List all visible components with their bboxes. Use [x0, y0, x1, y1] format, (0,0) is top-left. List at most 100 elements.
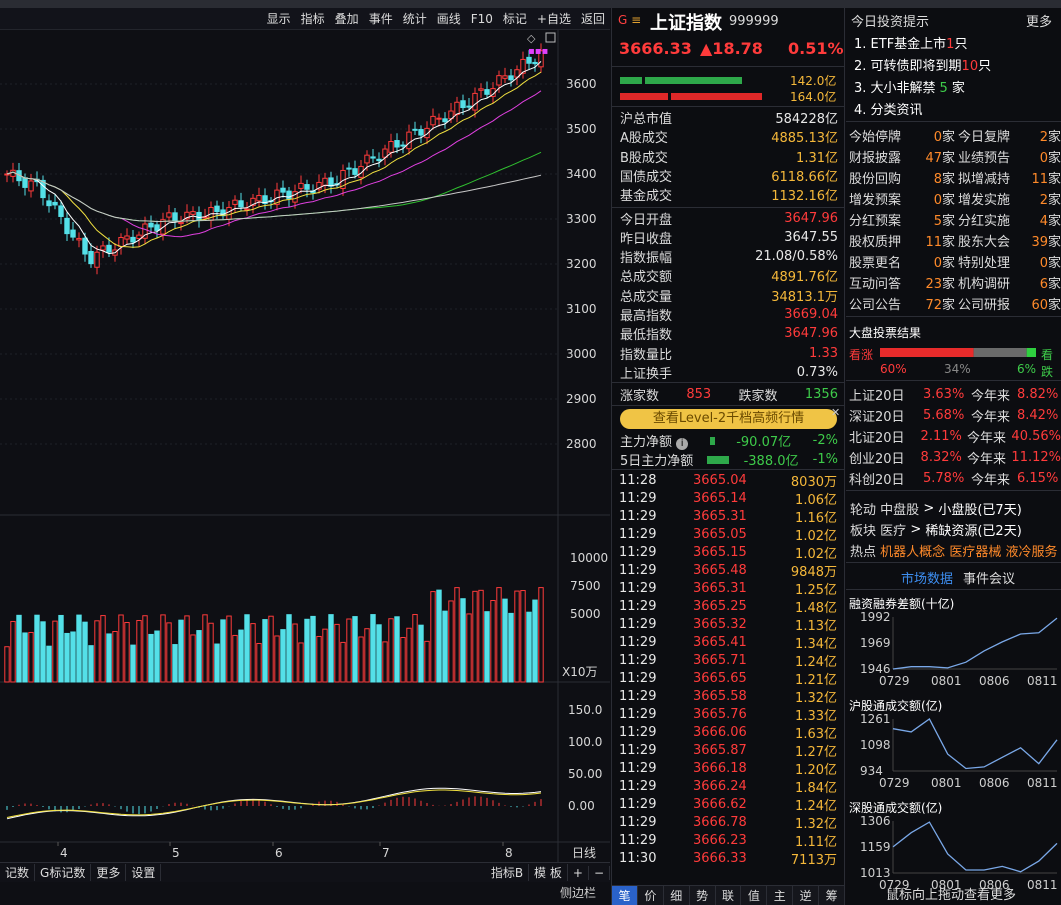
- tip-item[interactable]: 2. 可转债即将到期10只: [854, 55, 991, 74]
- kline-chart-panel[interactable]: [0, 8, 612, 905]
- tab-events-meetings[interactable]: 事件会议: [963, 572, 1016, 587]
- tab-chips[interactable]: 筹: [819, 886, 846, 905]
- index-perf-row[interactable]: 深证20日 5.68% 今年来 8.42%: [849, 405, 1061, 425]
- event-item[interactable]: 分红预案 5家: [849, 209, 955, 229]
- tab-market-data[interactable]: 市场数据: [901, 572, 954, 587]
- tick-row[interactable]: 11:29 3665.32 1.13亿: [619, 615, 839, 634]
- tick-row[interactable]: 11:29 3665.87 1.27亿: [619, 741, 839, 760]
- tab-related[interactable]: 联: [716, 886, 742, 905]
- tip-item[interactable]: 4. 分类资讯: [854, 99, 923, 118]
- tick-row[interactable]: 11:29 3666.18 1.20亿: [619, 759, 839, 778]
- event-item[interactable]: 增发实施 2家: [958, 188, 1061, 208]
- event-item[interactable]: 机构调研 6家: [958, 272, 1061, 292]
- candle-body: [88, 250, 94, 265]
- kline-chart[interactable]: 3600 3500 3400 3300 3200 3100 3000 2900 2800 1000…: [0, 30, 610, 862]
- tick-row[interactable]: 11:29 3665.48 9848万: [619, 561, 839, 580]
- event-item[interactable]: 股权质押 11家: [849, 230, 955, 250]
- diamond-icon[interactable]: ◇: [527, 32, 536, 45]
- event-dots-icon[interactable]: ▪▪▪: [528, 46, 548, 57]
- rotation-sector-row[interactable]: 板块 医疗 > 稀缺资源(已2天): [850, 521, 1022, 539]
- tick-row[interactable]: 11:29 3665.14 1.06亿: [619, 489, 839, 508]
- toolbar-draw-button[interactable]: 画线: [436, 12, 461, 26]
- toolbar-mark-button[interactable]: 标记: [502, 12, 527, 26]
- stat-value: 3647.96: [784, 326, 838, 342]
- event-item[interactable]: 今始停牌 0家: [849, 125, 955, 145]
- tip-item[interactable]: 1. ETF基金上市1只: [854, 33, 967, 52]
- tab-detail[interactable]: 细: [664, 886, 690, 905]
- zoom-in-button[interactable]: +: [568, 865, 589, 880]
- toolbar-stats-button[interactable]: 统计: [402, 12, 427, 26]
- index-perf-row[interactable]: 创业20日 8.32% 今年来 11.12%: [849, 447, 1061, 467]
- tab-indicator-b[interactable]: 指标B: [486, 864, 530, 881]
- tick-row[interactable]: 11:29 3665.65 1.21亿: [619, 669, 839, 688]
- sidebar-toggle-button[interactable]: 侧边栏: [560, 886, 597, 900]
- tick-row[interactable]: 11:29 3665.15 1.02亿: [619, 543, 839, 562]
- toolbar-add-watchlist-button[interactable]: +自选: [536, 12, 571, 26]
- toolbar-back-button[interactable]: 返回: [580, 12, 605, 26]
- toolbar-event-button[interactable]: 事件: [368, 12, 393, 26]
- tab-reverse[interactable]: 逆: [793, 886, 820, 905]
- vote-neutral-segment: [973, 348, 1027, 357]
- tab-settings[interactable]: 设置: [126, 864, 162, 881]
- tick-row[interactable]: 11:29 3665.25 1.48亿: [619, 597, 839, 616]
- event-item[interactable]: 公司研报 60家: [958, 293, 1061, 313]
- zoom-out-button[interactable]: −: [589, 865, 610, 880]
- tick-row[interactable]: 11:29 3665.31 1.16亿: [619, 507, 839, 526]
- event-item[interactable]: 股东大会 39家: [958, 230, 1061, 250]
- hot-topic-item[interactable]: 医疗器械: [949, 544, 1002, 560]
- event-item[interactable]: 财报披露 47家: [849, 146, 955, 166]
- tick-row[interactable]: 11:29 3665.58 1.32亿: [619, 687, 839, 706]
- index-perf-row[interactable]: 科创20日 5.78% 今年来 6.15%: [849, 468, 1061, 488]
- rotation-size-row[interactable]: 轮动 中盘股 > 小盘股(已7天): [850, 500, 1022, 518]
- tab-price[interactable]: 价: [638, 886, 664, 905]
- tab-ticks[interactable]: 笔: [612, 886, 638, 905]
- event-item[interactable]: 股票更名 0家: [849, 251, 955, 271]
- tick-row[interactable]: 11:29 3666.78 1.32亿: [619, 813, 839, 832]
- tick-row[interactable]: 11:28 3665.04 8030万: [619, 471, 839, 490]
- tab-value[interactable]: 值: [741, 886, 768, 905]
- event-item[interactable]: 今日复牌 2家: [958, 125, 1061, 145]
- index-perf-row[interactable]: 上证20日 3.63% 今年来 8.82%: [849, 384, 1061, 404]
- toolbar-show-button[interactable]: 显示: [266, 12, 291, 26]
- event-item[interactable]: 公司公告 72家: [849, 293, 955, 313]
- period-label[interactable]: 日线: [572, 846, 596, 860]
- tab-more[interactable]: 更多: [91, 864, 127, 881]
- tick-row[interactable]: 11:30 3666.33 7113万: [619, 849, 839, 868]
- event-item[interactable]: 增发预案 0家: [849, 188, 955, 208]
- mini-chart-y-label: 1992: [860, 611, 891, 624]
- event-item[interactable]: 特别处理 0家: [958, 251, 1061, 271]
- event-item[interactable]: 股份回购 8家: [849, 167, 955, 187]
- hot-topic-item[interactable]: 液冷服务: [1005, 544, 1058, 560]
- tab-g-mark[interactable]: G标记数: [35, 864, 92, 881]
- event-item[interactable]: 业绩预告 0家: [958, 146, 1061, 166]
- tick-row[interactable]: 11:29 3665.05 1.02亿: [619, 525, 839, 544]
- tips-more-link[interactable]: 更多: [1026, 15, 1053, 30]
- event-item[interactable]: 拟增减持 11家: [958, 167, 1061, 187]
- toolbar-f10-button[interactable]: F10: [470, 11, 493, 26]
- toolbar-overlay-button[interactable]: 叠加: [334, 12, 359, 26]
- tab-count[interactable]: 记数: [0, 864, 36, 881]
- g-icon[interactable]: G ≡: [618, 13, 642, 27]
- level2-banner-button[interactable]: 查看Level-2千档高频行情: [620, 409, 837, 429]
- tick-row[interactable]: 11:29 3665.31 1.25亿: [619, 579, 839, 598]
- tick-row[interactable]: 11:29 3665.71 1.24亿: [619, 651, 839, 670]
- tick-row[interactable]: 11:29 3665.41 1.34亿: [619, 633, 839, 652]
- tick-row[interactable]: 11:29 3666.06 1.63亿: [619, 723, 839, 742]
- tab-main[interactable]: 主: [767, 886, 794, 905]
- event-item[interactable]: 分红实施 4家: [958, 209, 1061, 229]
- tick-row[interactable]: 11:29 3666.24 1.84亿: [619, 777, 839, 796]
- hot-topic-item[interactable]: 机器人概念: [880, 544, 946, 560]
- close-icon[interactable]: ✕: [831, 406, 841, 419]
- index-perf-20d: 8.32%: [920, 449, 962, 465]
- tab-template[interactable]: 模 板: [529, 864, 568, 881]
- tab-trend[interactable]: 势: [690, 886, 716, 905]
- toolbar-indicator-button[interactable]: 指标: [300, 12, 325, 26]
- tick-row[interactable]: 11:29 3666.62 1.24亿: [619, 795, 839, 814]
- event-item[interactable]: 互动问答 23家: [849, 272, 955, 292]
- info-icon[interactable]: i: [676, 438, 689, 450]
- tick-row[interactable]: 11:29 3665.76 1.33亿: [619, 705, 839, 724]
- tip-item[interactable]: 3. 大小非解禁 5 家: [854, 77, 965, 96]
- index-perf-row[interactable]: 北证20日 2.11% 今年来 40.56%: [849, 426, 1061, 446]
- window-icon[interactable]: [545, 32, 556, 43]
- tick-row[interactable]: 11:29 3666.23 1.11亿: [619, 831, 839, 850]
